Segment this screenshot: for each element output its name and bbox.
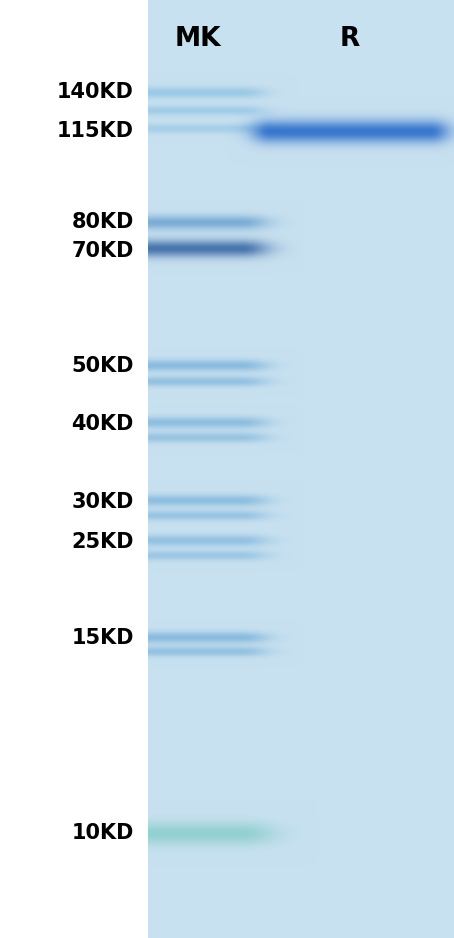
Text: MK: MK [174, 26, 221, 53]
Text: 25KD: 25KD [71, 532, 134, 552]
Text: 80KD: 80KD [72, 212, 134, 233]
Text: 140KD: 140KD [57, 82, 134, 102]
Text: 30KD: 30KD [72, 492, 134, 512]
Text: 70KD: 70KD [72, 241, 134, 262]
Text: 50KD: 50KD [71, 356, 134, 376]
Text: 15KD: 15KD [71, 628, 134, 648]
Text: R: R [340, 26, 360, 53]
Text: 115KD: 115KD [57, 121, 134, 142]
Text: 10KD: 10KD [72, 823, 134, 843]
Text: 40KD: 40KD [72, 414, 134, 434]
